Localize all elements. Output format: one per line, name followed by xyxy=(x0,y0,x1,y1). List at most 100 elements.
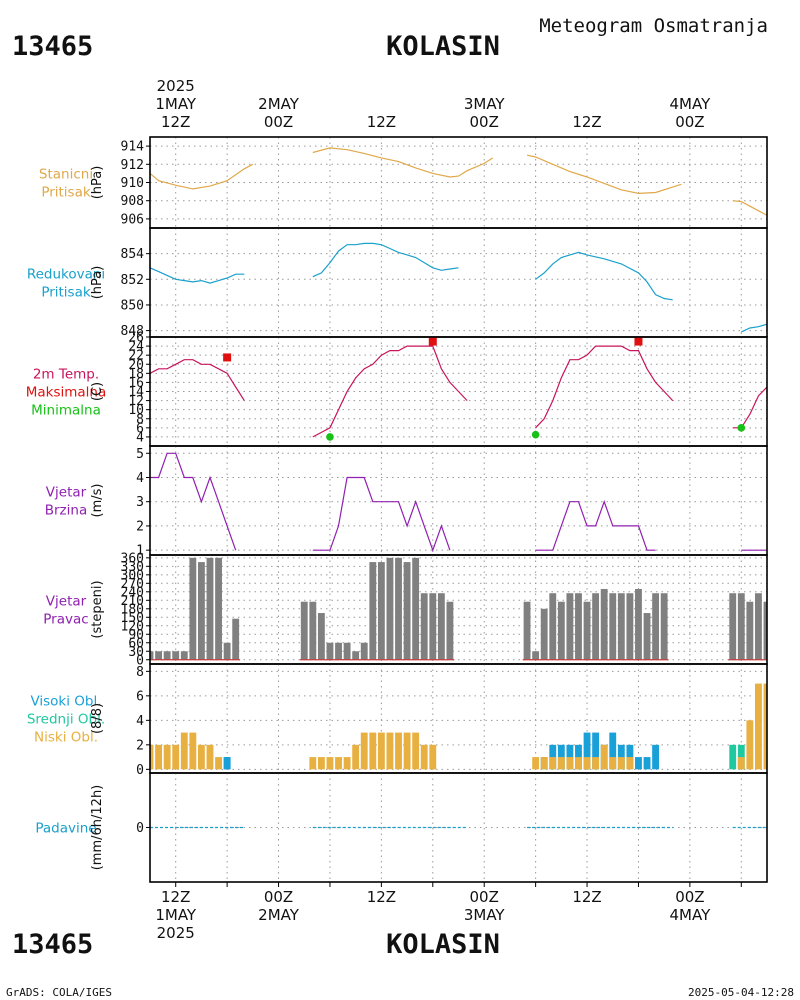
series-bar xyxy=(540,757,548,770)
series-bar xyxy=(317,613,325,660)
series-bar xyxy=(583,732,591,770)
y-tick-label: 6 xyxy=(136,421,144,436)
panel-wind_speed: 1 2 3 4 5 Vjetar Brzina (m/s) xyxy=(45,445,768,559)
series-bar xyxy=(781,745,788,769)
panel-label: Stanicni xyxy=(39,167,93,183)
series-line xyxy=(312,242,459,278)
series-bar xyxy=(386,557,394,660)
series-bar xyxy=(343,642,351,660)
time-label-top: 3MAY xyxy=(464,95,506,113)
time-label-top: 12Z xyxy=(367,113,396,131)
series-bar xyxy=(660,593,668,660)
tmin-marker xyxy=(737,424,746,432)
y-tick-label: 0 xyxy=(136,653,144,668)
series-bar xyxy=(609,593,617,660)
series-bar xyxy=(180,651,188,660)
series-bar xyxy=(386,732,394,770)
y-tick-label: 300 xyxy=(121,568,144,583)
y-tick-label: 0 xyxy=(136,821,144,836)
y-tick-label: 150 xyxy=(121,611,144,626)
series-bar xyxy=(155,744,162,770)
series-bar xyxy=(317,757,325,770)
series-bar xyxy=(429,593,437,660)
series-bar xyxy=(789,696,796,769)
y-tick-label: 910 xyxy=(121,176,144,191)
panel-label: Vjetar xyxy=(46,485,87,501)
y-tick-label: 120 xyxy=(121,619,144,634)
series-bar xyxy=(755,683,762,770)
y-tick-label: 8 xyxy=(136,665,144,680)
time-label-bottom: 12Z xyxy=(572,888,601,906)
series-bar xyxy=(600,744,608,770)
series-bar xyxy=(600,588,608,660)
series-bar xyxy=(369,562,377,660)
station-name-top: KOLASIN xyxy=(386,31,500,62)
panel-unit: (hPa) xyxy=(90,166,105,200)
panel-label: Pritisak xyxy=(41,285,91,301)
series-bar xyxy=(189,557,197,660)
time-label-bottom: 4MAY xyxy=(670,906,712,924)
panel-clouds: 0 2 4 6 8 Visoki Obl. Srednji Obl. Niski Obl.(8… xyxy=(27,663,796,778)
series-bar xyxy=(755,593,762,660)
series-bar xyxy=(617,757,625,770)
time-label-top: 00Z xyxy=(264,113,293,131)
panel-border xyxy=(149,445,768,556)
series-line xyxy=(150,267,245,284)
panel-border xyxy=(149,227,768,338)
series-bar xyxy=(412,732,420,770)
series-bar xyxy=(592,732,600,770)
time-label-top: 2MAY xyxy=(258,95,300,113)
y-tick-label: 2 xyxy=(136,519,144,534)
panel-station_pressure: 906 908 910 912 914 Stanicni Pritisak (hPa) xyxy=(39,136,768,229)
series-line xyxy=(312,476,451,552)
series-bar xyxy=(326,757,334,770)
y-tick-label: 14 xyxy=(128,385,144,400)
y-tick-label: 180 xyxy=(121,602,144,617)
y-tick-label: 22 xyxy=(128,349,144,364)
y-tick-label: 0 xyxy=(136,763,144,778)
series-bar xyxy=(635,588,642,660)
series-bar xyxy=(309,601,317,660)
time-label-bottom: 12Z xyxy=(367,888,396,906)
time-label-bottom: 2MAY xyxy=(258,906,300,924)
series-bar xyxy=(557,601,565,660)
series-bar xyxy=(155,651,162,660)
series-bar xyxy=(549,757,557,770)
y-tick-label: 3 xyxy=(136,495,144,510)
series-bar xyxy=(609,757,617,770)
series-line xyxy=(312,345,468,438)
series-bar xyxy=(746,720,754,770)
panel-data-temperature xyxy=(150,337,767,441)
series-bar xyxy=(377,562,385,660)
y-tick-label: 360 xyxy=(121,551,144,566)
series-bar xyxy=(781,733,788,770)
y-tick-label: 850 xyxy=(121,298,144,313)
series-bar xyxy=(352,651,360,660)
series-bar xyxy=(206,557,214,660)
series-line xyxy=(741,549,767,551)
series-line xyxy=(535,499,656,551)
panel-data-station_pressure xyxy=(150,147,767,217)
series-bar xyxy=(215,757,222,770)
series-line xyxy=(526,154,682,195)
series-bar xyxy=(197,562,205,660)
series-line xyxy=(150,359,245,401)
series-bar xyxy=(566,757,574,770)
panel-unit: (stepeni) xyxy=(90,580,105,638)
series-bar xyxy=(592,757,600,770)
time-label-top: 12Z xyxy=(161,113,190,131)
time-label-bottom: 00Z xyxy=(470,888,499,906)
panel-reduced_pressure: 848 850 852 854 Redukovani Pritisak (hPa) xyxy=(27,227,768,339)
series-bar xyxy=(335,642,342,660)
series-bar xyxy=(335,757,342,770)
series-bar xyxy=(523,601,531,660)
series-bar xyxy=(172,744,180,770)
y-tick-label: 852 xyxy=(121,273,144,288)
series-bar xyxy=(420,593,428,660)
series-bar xyxy=(789,593,796,660)
series-bar xyxy=(635,757,642,770)
panel-unit: (mm/6h/12h) xyxy=(90,785,105,871)
series-bar xyxy=(223,757,231,770)
series-bar xyxy=(652,593,660,660)
